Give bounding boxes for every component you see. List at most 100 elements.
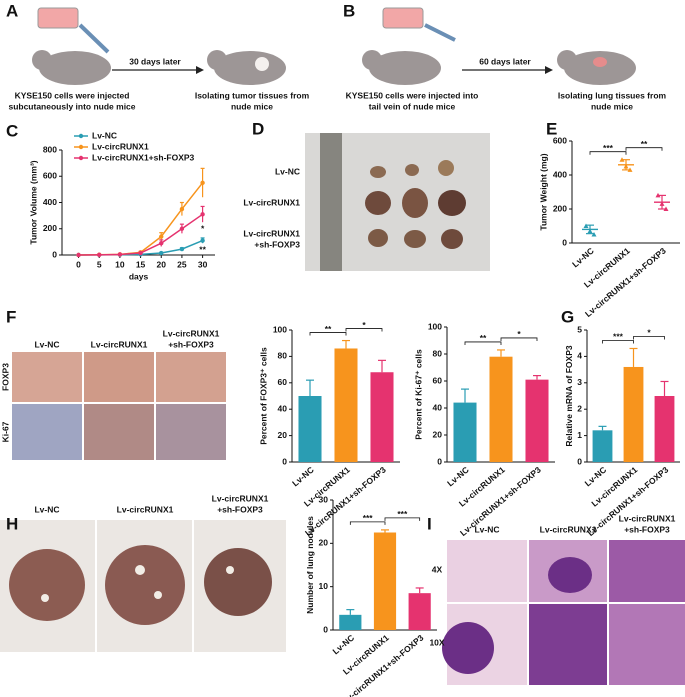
tumor (438, 160, 454, 176)
legend-marker (78, 133, 84, 139)
tumor (441, 229, 463, 249)
point (200, 212, 205, 217)
column-label: Lv-circRUNX1 (540, 524, 597, 534)
y-tick-label: 2 (577, 403, 582, 413)
bar (489, 356, 513, 462)
significance-label: * (362, 320, 366, 330)
flask (382, 7, 424, 29)
interval-label: 30 days later (129, 56, 181, 66)
column-label: +sh-FOXP3 (168, 339, 214, 349)
point (159, 234, 164, 239)
column-label: +sh-FOXP3 (624, 524, 670, 534)
ihc-image (12, 404, 82, 460)
y-tick-label: 80 (278, 351, 288, 361)
panel-letter: C (6, 121, 18, 140)
point (583, 223, 589, 228)
y-tick-label: 0 (577, 456, 582, 466)
column-label: Lv-circRUNX1 (212, 493, 269, 503)
y-axis-label: Tumor Volume (mm³) (29, 160, 39, 244)
x-tick-label: Lv-NC (445, 465, 471, 489)
y-axis-label: Number of lung nodules (305, 516, 315, 614)
point (97, 252, 102, 258)
panel-letter: G (561, 307, 574, 326)
row-label: Lv-circRUNX1 (243, 197, 300, 207)
y-axis-label: Tumor Weight (mg) (539, 153, 549, 230)
y-tick-label: 400 (553, 169, 567, 179)
mouse (214, 51, 286, 85)
significance-bracket (384, 517, 421, 521)
significance-bracket (602, 340, 634, 344)
tumor (365, 191, 391, 215)
bar (453, 402, 477, 462)
panel-letter: H (6, 514, 18, 533)
lung (105, 545, 185, 625)
panel-letter: I (427, 514, 432, 533)
tumor (255, 57, 269, 71)
nodule (154, 591, 162, 599)
column-label: Lv-NC (34, 504, 59, 514)
legend-marker (78, 155, 84, 161)
point (200, 238, 205, 243)
tumor-region (442, 622, 494, 674)
nodule (226, 566, 234, 574)
column-label: Lv-circRUNX1 (163, 328, 220, 338)
lung (593, 57, 607, 67)
significance-bracket (625, 147, 663, 151)
x-tick-label: Lv-NC (290, 465, 316, 489)
y-tick-label: 60 (278, 377, 288, 387)
significance-label: * (647, 328, 651, 338)
y-tick-label: 80 (433, 348, 443, 358)
y-tick-label: 800 (43, 144, 57, 154)
row-label: +sh-FOXP3 (254, 239, 300, 249)
tumor (405, 164, 419, 176)
arrow-head (196, 66, 204, 74)
he-image (447, 540, 527, 602)
syringe (424, 23, 456, 42)
nodule (41, 594, 49, 602)
significance-label: * (517, 329, 521, 339)
ihc-image (156, 352, 226, 402)
point (200, 180, 205, 186)
column-label: Lv-NC (474, 524, 499, 534)
significance-label: *** (397, 509, 408, 519)
point (138, 250, 143, 256)
bar (408, 593, 431, 630)
column-label: Lv-circRUNX1 (91, 339, 148, 349)
mouse-head (32, 50, 52, 70)
caption: KYSE150 cells were injected into (346, 90, 479, 100)
tumor (368, 229, 388, 247)
panel-letter: F (6, 307, 16, 326)
caption: subcutaneously into nude mice (8, 101, 135, 111)
bar (370, 372, 394, 462)
x-tick-label: 30 (198, 259, 208, 269)
x-axis-label: days (129, 271, 149, 281)
ihc-image (156, 404, 226, 460)
tumor-region (548, 557, 592, 593)
column-label: Lv-circRUNX1 (619, 513, 676, 523)
schematic-a (32, 7, 286, 85)
significance-bracket (464, 341, 502, 345)
caption: tail vein of nude mice (369, 101, 456, 111)
y-tick-label: 0 (437, 456, 442, 466)
y-tick-label: 0 (323, 624, 328, 634)
bar (525, 379, 549, 462)
x-tick-label: 20 (157, 259, 167, 269)
legend-label: Lv-circRUNX1+sh-FOXP3 (92, 152, 195, 162)
caption: nude mice (231, 101, 273, 111)
point (591, 232, 597, 237)
y-tick-label: 1 (577, 430, 582, 440)
row-label: 4X (432, 564, 443, 574)
ihc-image (84, 352, 154, 402)
panel-letter: A (6, 1, 18, 20)
x-tick-label: Lv-NC (570, 246, 596, 270)
mouse-head (557, 50, 577, 70)
point (159, 250, 164, 256)
series-line (78, 182, 204, 256)
y-tick-label: 40 (433, 402, 443, 412)
x-tick-label: 15 (136, 259, 146, 269)
bar (654, 396, 675, 462)
significance-label: *** (613, 332, 624, 342)
flask (37, 7, 79, 29)
y-tick-label: 4 (577, 351, 582, 361)
row-label: Ki-67 (0, 421, 10, 442)
